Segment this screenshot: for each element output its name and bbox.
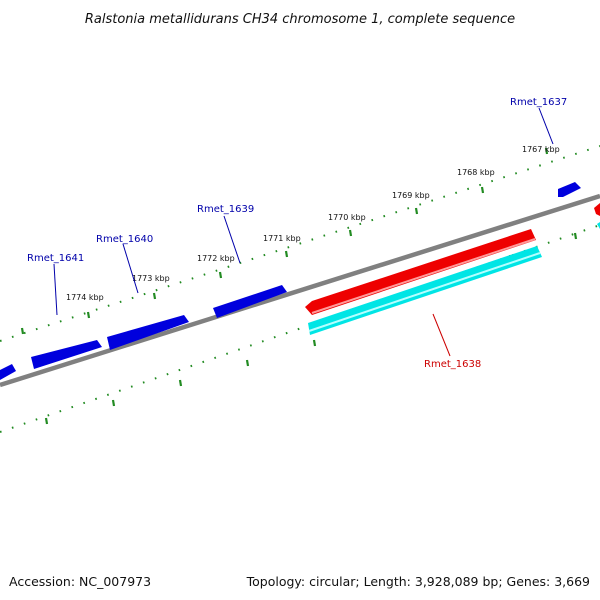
kbp-label: 1768 kbp: [457, 168, 495, 177]
major-tick: [111, 399, 116, 407]
gene-arrow-rmet-1639[interactable]: [213, 285, 287, 318]
chromosome-backbone: [0, 193, 600, 388]
kbp-label: 1774 kbp: [66, 293, 104, 302]
gene-label[interactable]: Rmet_1638: [424, 359, 481, 370]
summary-text: Topology: circular; Length: 3,928,089 bp…: [246, 574, 590, 589]
leader-rmet-1638: [432, 313, 451, 357]
gene-label[interactable]: Rmet_1637: [510, 97, 567, 108]
leader-rmet-1640: [122, 243, 139, 294]
major-tick: [86, 311, 91, 319]
major-tick: [312, 339, 317, 347]
kbp-label: 1770 kbp: [328, 213, 366, 222]
outer-tick-track: [0, 145, 600, 342]
gene-label[interactable]: Rmet_1639: [197, 204, 254, 215]
gene-arrow-edge-reverse[interactable]: [594, 203, 600, 216]
reverse-genes: [305, 203, 600, 335]
gene-arrow-rmet-1641[interactable]: [31, 340, 102, 369]
major-tick: [544, 147, 549, 155]
major-tick: [284, 250, 289, 258]
kbp-label: 1769 kbp: [392, 191, 430, 200]
kbp-label: 1771 kbp: [263, 234, 301, 243]
gene-arrow-rmet-1638[interactable]: [305, 229, 536, 315]
major-ticks: [20, 147, 549, 335]
major-tick: [414, 207, 419, 215]
kbp-label: 1773 kbp: [132, 274, 170, 283]
gene-label[interactable]: Rmet_1641: [27, 253, 84, 264]
major-tick: [218, 271, 223, 279]
major-tick: [573, 232, 578, 240]
cds-rmet-1638-highlight: [308, 252, 541, 332]
major-tick: [480, 186, 485, 194]
cds-edge[interactable]: [597, 222, 600, 229]
gene-arrow-rmet-1640[interactable]: [107, 315, 189, 350]
leader-rmet-1639: [223, 215, 241, 264]
leader-rmet-1641: [53, 263, 58, 316]
major-tick: [348, 229, 353, 237]
major-tick: [152, 292, 157, 300]
gene-arrow-rmet-1638-highlight: [311, 238, 536, 314]
major-tick: [44, 417, 49, 425]
forward-genes: [0, 182, 581, 380]
gene-arrow-edge[interactable]: [0, 364, 16, 380]
gene-label[interactable]: Rmet_1640: [96, 234, 153, 245]
major-tick: [245, 359, 250, 367]
accession-text: Accession: NC_007973: [9, 574, 151, 589]
gene-arrow-rmet-1637[interactable]: [558, 182, 581, 197]
major-tick: [178, 379, 183, 387]
major-tick: [20, 327, 25, 335]
leader-rmet-1637: [538, 107, 554, 145]
kbp-label: 1767 kbp: [522, 145, 560, 154]
kbp-label: 1772 kbp: [197, 254, 235, 263]
cds-rmet-1638[interactable]: [308, 246, 542, 335]
map-title: Ralstonia metallidurans CH34 chromosome …: [85, 12, 515, 27]
label-leaders: [53, 107, 554, 357]
